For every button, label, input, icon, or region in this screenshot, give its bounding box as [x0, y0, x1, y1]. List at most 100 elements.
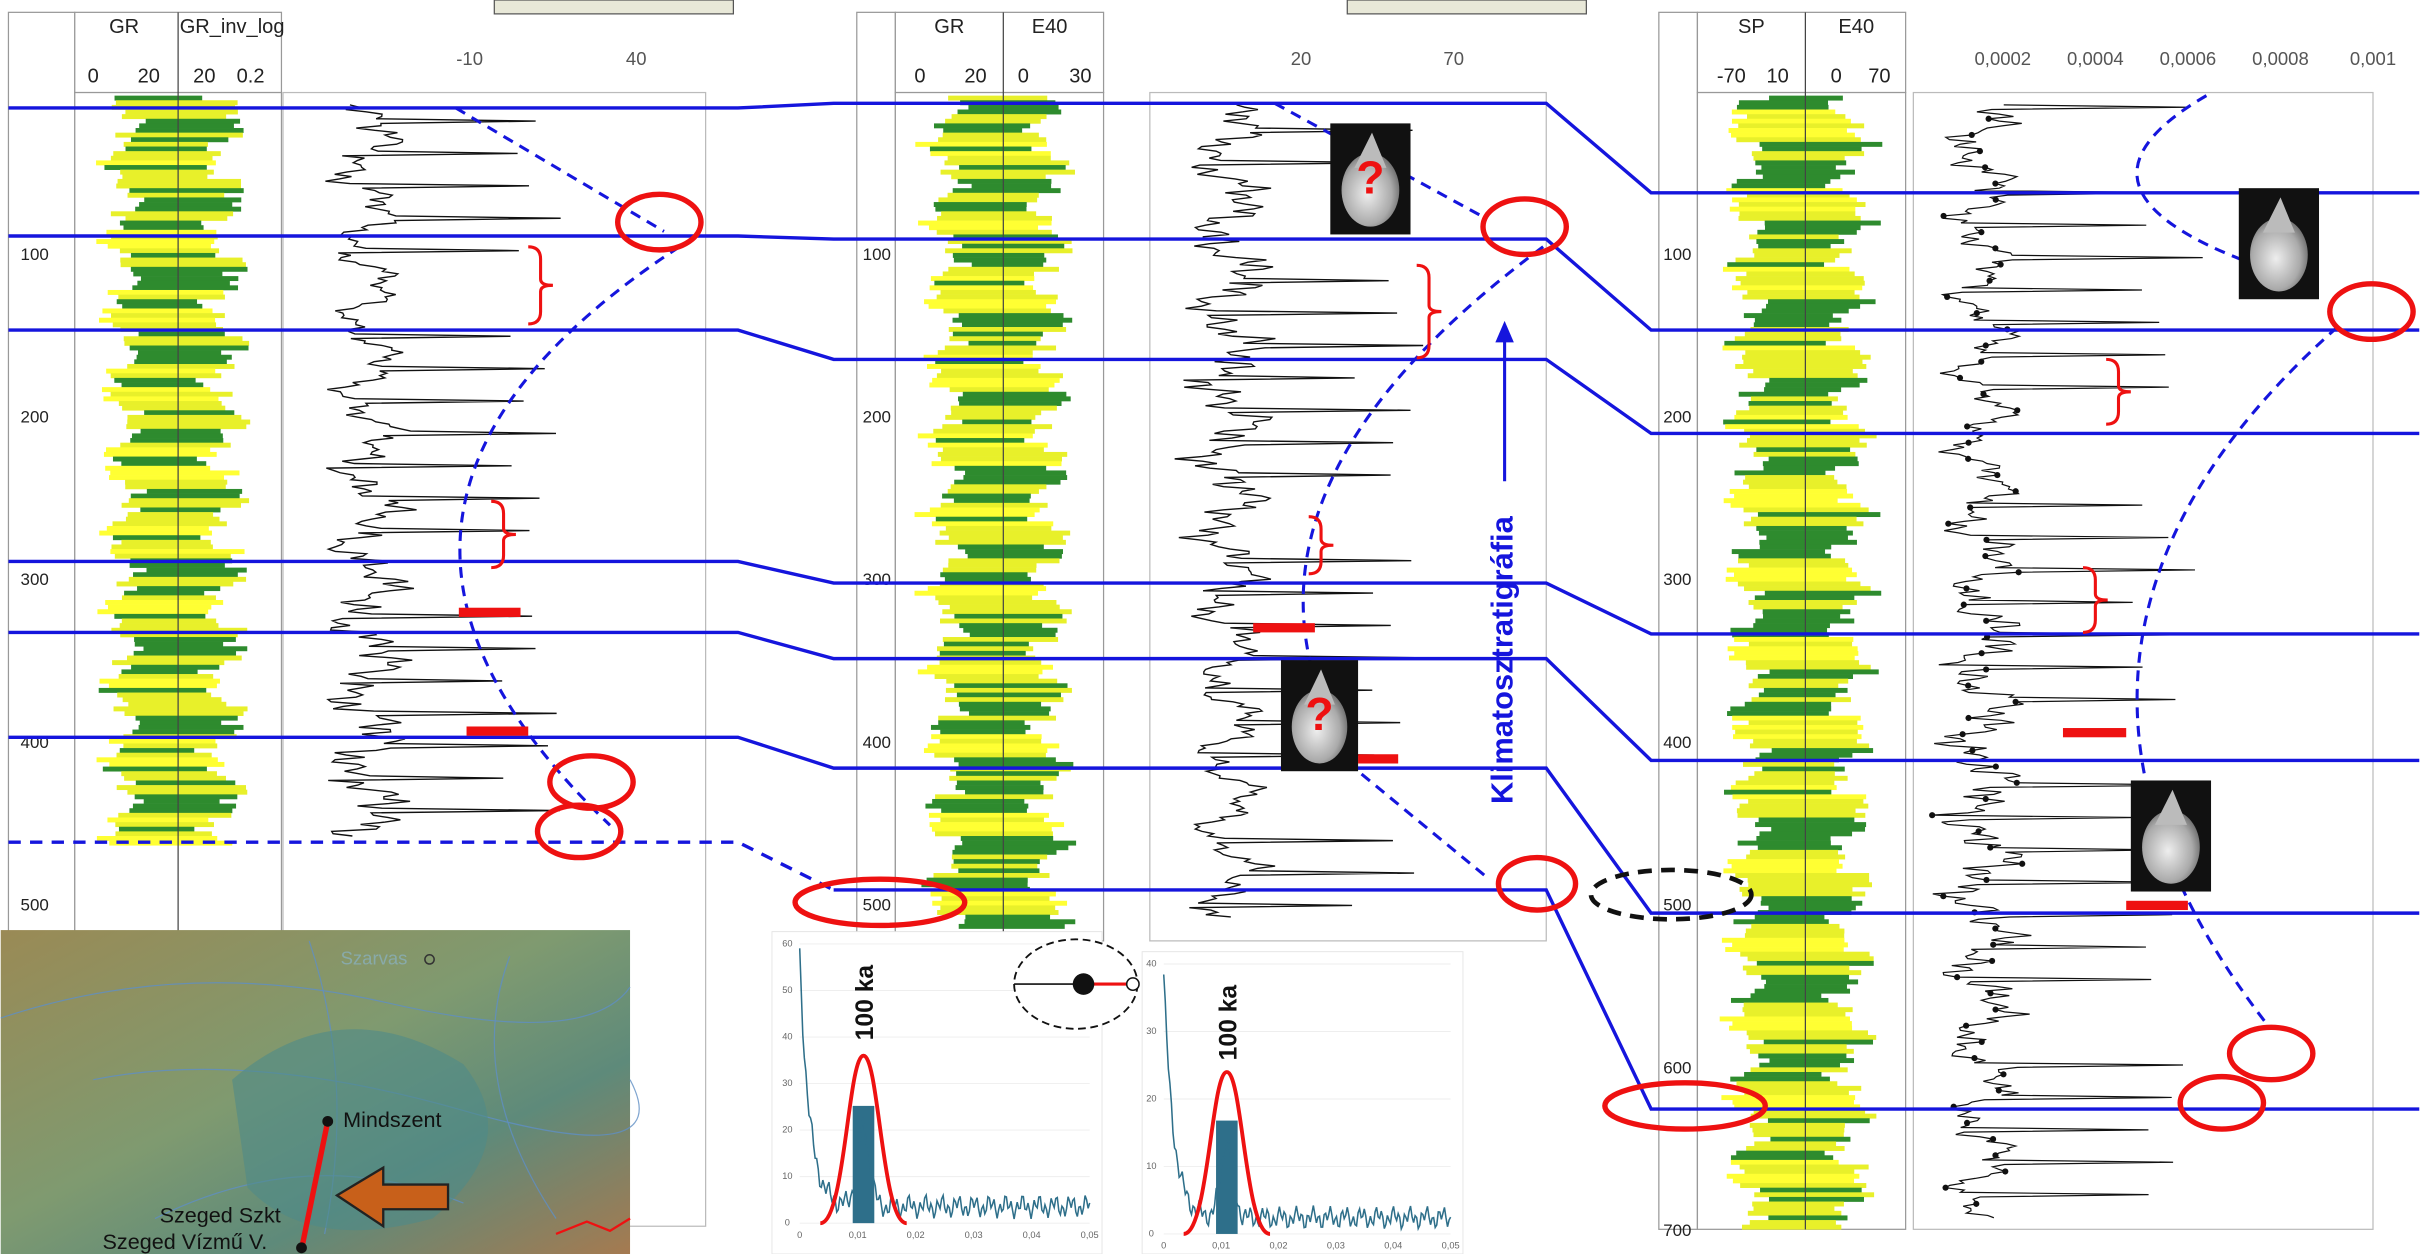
log-fill: [1732, 794, 1867, 800]
log-fill: [96, 160, 216, 166]
log-fill: [1749, 849, 1839, 855]
highlight-ellipse: [1480, 196, 1570, 258]
spectrum-y-label: 0: [1149, 1228, 1154, 1238]
log-fill: [109, 761, 225, 767]
log-fill: [126, 424, 247, 430]
log-fill: [128, 576, 247, 582]
log-fill: [124, 775, 226, 781]
log-fill: [106, 525, 209, 531]
log-fill: [939, 650, 1026, 656]
log-fill: [137, 350, 222, 356]
log-fill: [1748, 1034, 1877, 1040]
log-fill: [930, 276, 1035, 282]
log-fill: [935, 206, 1027, 212]
log-fill: [962, 391, 1067, 397]
log-fill: [943, 128, 1023, 133]
fossil-shell: [1291, 690, 1348, 764]
highlight-ellipse: [2177, 1073, 2267, 1132]
log-fill: [949, 604, 1060, 610]
log-fill: [113, 706, 248, 712]
log-fill: [954, 845, 1069, 851]
log-fill: [929, 285, 1034, 291]
log-fill: [926, 364, 1041, 369]
spectrum-x-label: 0,02: [907, 1230, 925, 1240]
curve-scale-label: 70: [1443, 48, 1464, 69]
log-fill: [98, 687, 207, 693]
log-scale-label: 10: [1766, 65, 1788, 87]
log-fill: [1743, 359, 1863, 365]
log-fill: [914, 512, 1035, 518]
log-fill: [115, 100, 238, 106]
log-fill: [124, 590, 205, 596]
log-curve: [1932, 104, 2203, 1219]
log-fill: [948, 535, 1063, 541]
log-fill: [945, 687, 1072, 693]
log-fill: [934, 280, 1025, 286]
log-fill: [120, 442, 231, 448]
log-fill: [933, 428, 1035, 434]
spectrum-gauss: [819, 1053, 908, 1226]
log-fill: [1738, 215, 1861, 221]
log-fill: [125, 516, 220, 522]
log-fill: [1735, 257, 1836, 263]
log-fill: [1754, 595, 1855, 601]
log-fill: [117, 692, 212, 698]
spectrum-label: 100 ka: [852, 965, 879, 1041]
log-fill: [940, 817, 1044, 823]
spectrum-frame: [1141, 951, 1464, 1254]
log-fill: [143, 646, 248, 652]
log-fill: [1753, 155, 1845, 161]
log-fill: [125, 109, 238, 115]
log-fill: [117, 178, 242, 184]
log-fill: [1761, 165, 1836, 170]
log-fill: [1746, 271, 1855, 277]
spectrum-x-label: 0,05: [1081, 1230, 1099, 1240]
log-fill: [1755, 822, 1867, 828]
log-fill: [140, 276, 239, 282]
log-fill: [1753, 623, 1830, 629]
log-fill: [1752, 248, 1852, 254]
map-place-label: Szeged Szkt: [160, 1203, 281, 1228]
log-fill: [130, 493, 240, 499]
log-fill: [1758, 243, 1831, 249]
log-fill: [963, 627, 1058, 633]
log-fill: [953, 234, 1059, 240]
log-fill: [954, 465, 1047, 471]
log-fill: [140, 428, 221, 434]
log-fill: [1748, 683, 1839, 689]
log-fill: [134, 641, 224, 647]
log-fill: [940, 502, 1048, 508]
log-fill: [122, 697, 222, 703]
log-fill: [940, 169, 1075, 175]
trend-curve: [454, 106, 665, 233]
curve-scale-label: 0,0008: [2252, 48, 2309, 69]
log-fill: [111, 544, 213, 550]
log-fill: [1730, 785, 1837, 791]
log-fill: [957, 544, 1044, 550]
log-fill: [959, 623, 1043, 629]
depth-tick-label: 300: [21, 570, 49, 589]
log-fill: [1753, 1109, 1866, 1114]
log-fill: [1743, 313, 1833, 319]
log-fill: [1756, 836, 1831, 841]
log-fill: [1768, 1196, 1864, 1202]
spectrum-x-label: 0,03: [1327, 1241, 1345, 1251]
log-fill: [1742, 965, 1850, 971]
log-fill: [963, 475, 1068, 481]
log-fill: [1748, 720, 1858, 726]
trend-curve: [2135, 94, 2241, 261]
log-fill: [1757, 229, 1857, 235]
log-fill: [130, 438, 224, 443]
log-fill: [1743, 521, 1864, 527]
log-fill: [1736, 410, 1844, 416]
log-fill: [135, 715, 238, 721]
log-fill: [928, 225, 1039, 231]
log-fill: [1730, 1076, 1830, 1082]
log-fill: [943, 308, 1051, 314]
log-fill: [938, 197, 1038, 203]
log-fill: [1732, 1099, 1854, 1105]
log-fill: [143, 798, 220, 804]
depth-tick-label: 700: [1663, 1221, 1691, 1240]
log-fill: [950, 484, 1047, 490]
log-fill: [954, 683, 1068, 689]
